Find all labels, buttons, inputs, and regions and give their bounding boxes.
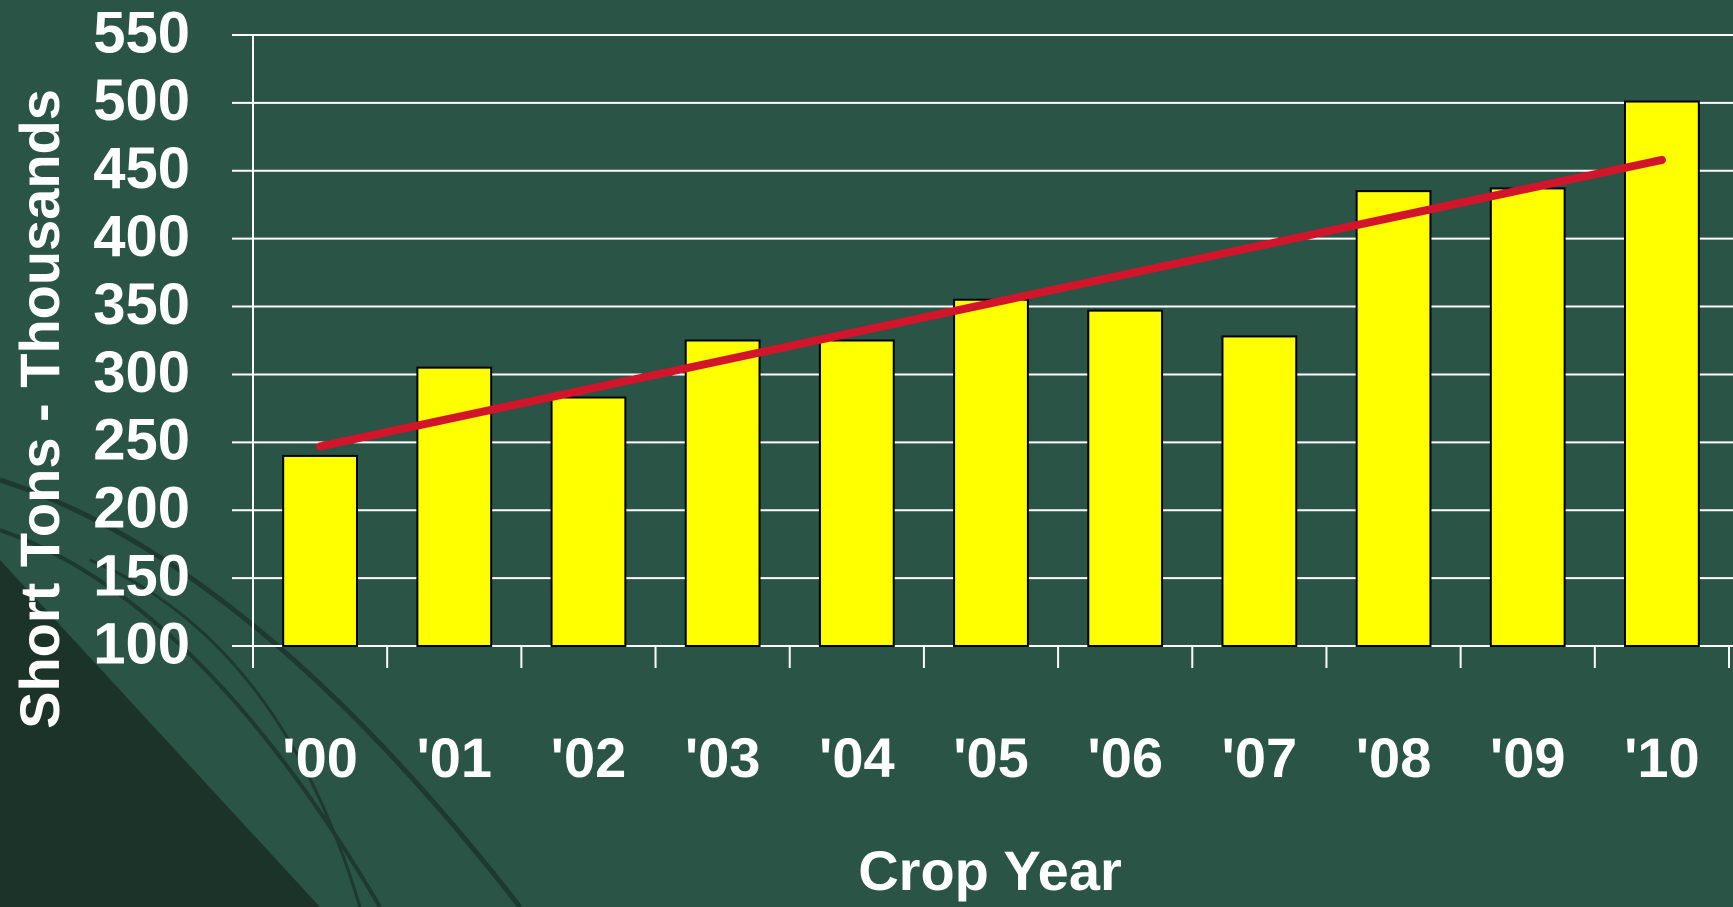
- y-tick-label: 550: [93, 0, 190, 65]
- bar: [1221, 335, 1298, 647]
- x-tick-label: '00: [282, 726, 358, 789]
- y-tick-label: 200: [93, 476, 190, 541]
- bar: [1624, 100, 1700, 647]
- x-tick-label: '08: [1356, 726, 1432, 789]
- bar: [953, 298, 1029, 647]
- y-tick-label: 500: [93, 68, 190, 133]
- x-axis-title: Crop Year: [858, 839, 1122, 902]
- bar: [550, 396, 627, 647]
- x-tick-label: '07: [1222, 726, 1298, 789]
- y-tick-label: 300: [93, 340, 190, 405]
- x-tick-label: '03: [685, 726, 761, 789]
- x-tick-label: '06: [1087, 726, 1163, 789]
- bar: [1087, 309, 1164, 647]
- trend-line: [316, 155, 1666, 451]
- bar: [818, 339, 895, 647]
- y-tick-label: 250: [93, 408, 190, 473]
- bar: [684, 339, 761, 647]
- background-decoration: [0, 477, 522, 907]
- x-tick-label: '04: [819, 726, 895, 789]
- x-tick-label: '01: [416, 726, 492, 789]
- y-tick-label: 400: [93, 204, 190, 269]
- x-tick-label: '05: [953, 726, 1029, 789]
- y-tick-label: 100: [93, 611, 190, 676]
- x-tick-label: '10: [1624, 726, 1700, 789]
- bar: [282, 454, 358, 647]
- y-tick-label: 350: [93, 272, 190, 337]
- x-tick-label: '02: [551, 726, 627, 789]
- bar: [1355, 190, 1432, 647]
- x-tick-label: '09: [1490, 726, 1566, 789]
- y-axis-title: Short Tons - Thousands: [8, 89, 71, 729]
- y-tick-label: 150: [93, 543, 190, 608]
- bar: [1489, 187, 1566, 647]
- y-tick-label: 450: [93, 136, 190, 201]
